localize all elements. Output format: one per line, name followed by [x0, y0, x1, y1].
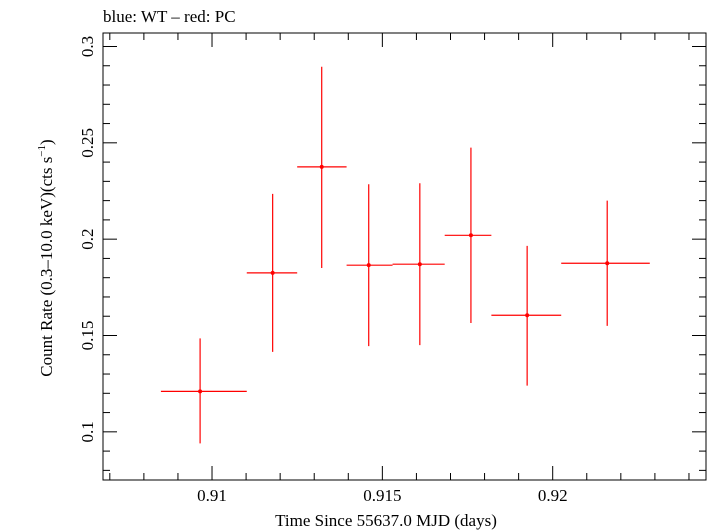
x-axis-label: Time Since 55637.0 MJD (days) [275, 511, 497, 530]
x-tick-labels: 0.91 0.915 0.92 [197, 486, 567, 505]
y-tick-label: 0.3 [78, 36, 97, 57]
x-tick-label: 0.91 [197, 486, 227, 505]
data-point-pc [246, 193, 298, 352]
data-point-pc [297, 66, 347, 269]
y-axis-label-close: ) [37, 139, 56, 145]
point-marker [468, 233, 473, 238]
data-point-pc [160, 338, 247, 444]
chart-title: blue: WT – red: PC [103, 7, 236, 26]
point-marker [270, 270, 275, 275]
y-tick-label: 0.2 [78, 229, 97, 250]
y-tick-label: 0.25 [78, 128, 97, 158]
y-axis-label-main: Count Rate (0.3–10.0 keV)(cts s [37, 157, 56, 377]
data-point-pc [444, 147, 492, 323]
point-marker [525, 313, 530, 318]
y-tick-label: 0.15 [78, 321, 97, 351]
y-tick-label: 0.1 [78, 421, 97, 442]
y-axis-label: Count Rate (0.3–10.0 keV)(cts s−1) [36, 139, 56, 376]
data-point-pc [346, 184, 393, 347]
point-marker [605, 261, 610, 266]
plot-frame [102, 32, 707, 481]
point-marker [366, 263, 371, 268]
point-marker [198, 389, 203, 394]
axis-ticks [103, 33, 706, 480]
point-marker [417, 262, 422, 267]
y-axis-label-superscript: −1 [36, 145, 48, 157]
x-tick-label: 0.92 [538, 486, 568, 505]
point-marker [319, 164, 324, 169]
data-point-pc [392, 183, 445, 346]
data-point-pc [491, 245, 562, 386]
y-tick-labels: 0.1 0.15 0.2 0.25 0.3 [78, 36, 97, 443]
data-point-pc [561, 200, 650, 326]
x-tick-label: 0.915 [363, 486, 401, 505]
data-marks [160, 66, 650, 444]
